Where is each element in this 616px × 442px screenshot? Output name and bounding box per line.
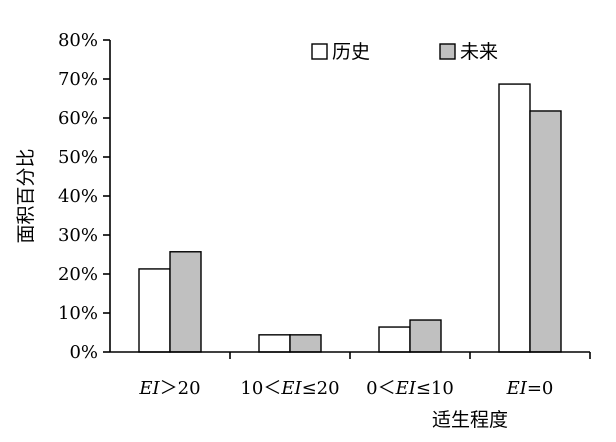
y-axis-ticks: 0% 10% 20% 30% 40% 50% 60% 70% 80% bbox=[58, 30, 110, 363]
y-axis-title: 面积百分比 bbox=[15, 148, 37, 243]
y-tick-label: 80% bbox=[58, 30, 98, 51]
legend-label: 历史 bbox=[332, 41, 370, 63]
bar-future bbox=[169, 251, 202, 353]
y-tick-label: 0% bbox=[69, 342, 98, 363]
bars bbox=[138, 83, 562, 353]
x-axis-title: 适生程度 bbox=[432, 409, 508, 431]
bar-future bbox=[409, 319, 442, 353]
bar-history bbox=[258, 334, 291, 353]
y-tick-label: 50% bbox=[58, 147, 98, 168]
x-tick-label: 10＜EI≤20 bbox=[240, 378, 339, 399]
category-labels: EI＞20 10＜EI≤20 0＜EI≤10 EI=0 bbox=[138, 378, 553, 399]
y-tick-label: 70% bbox=[58, 69, 98, 90]
y-tick-label: 10% bbox=[58, 303, 98, 324]
x-tick-label: EI＞20 bbox=[138, 378, 200, 399]
y-tick-label: 20% bbox=[58, 264, 98, 285]
x-tick-label: EI=0 bbox=[506, 378, 554, 399]
bar-future bbox=[529, 110, 562, 353]
bar-future bbox=[289, 334, 322, 353]
y-tick-label: 40% bbox=[58, 186, 98, 207]
x-tick-label: 0＜EI≤10 bbox=[366, 378, 454, 399]
legend-label: 未来 bbox=[460, 41, 498, 63]
legend-swatch bbox=[439, 43, 456, 60]
bar-history bbox=[498, 83, 531, 353]
bar-history bbox=[378, 326, 411, 353]
bar-history bbox=[138, 268, 171, 353]
legend-swatch bbox=[311, 43, 328, 60]
y-tick-label: 30% bbox=[58, 225, 98, 246]
legend: 历史 未来 bbox=[311, 41, 498, 63]
x-axis-ticks bbox=[229, 352, 591, 359]
y-tick-label: 60% bbox=[58, 108, 98, 129]
